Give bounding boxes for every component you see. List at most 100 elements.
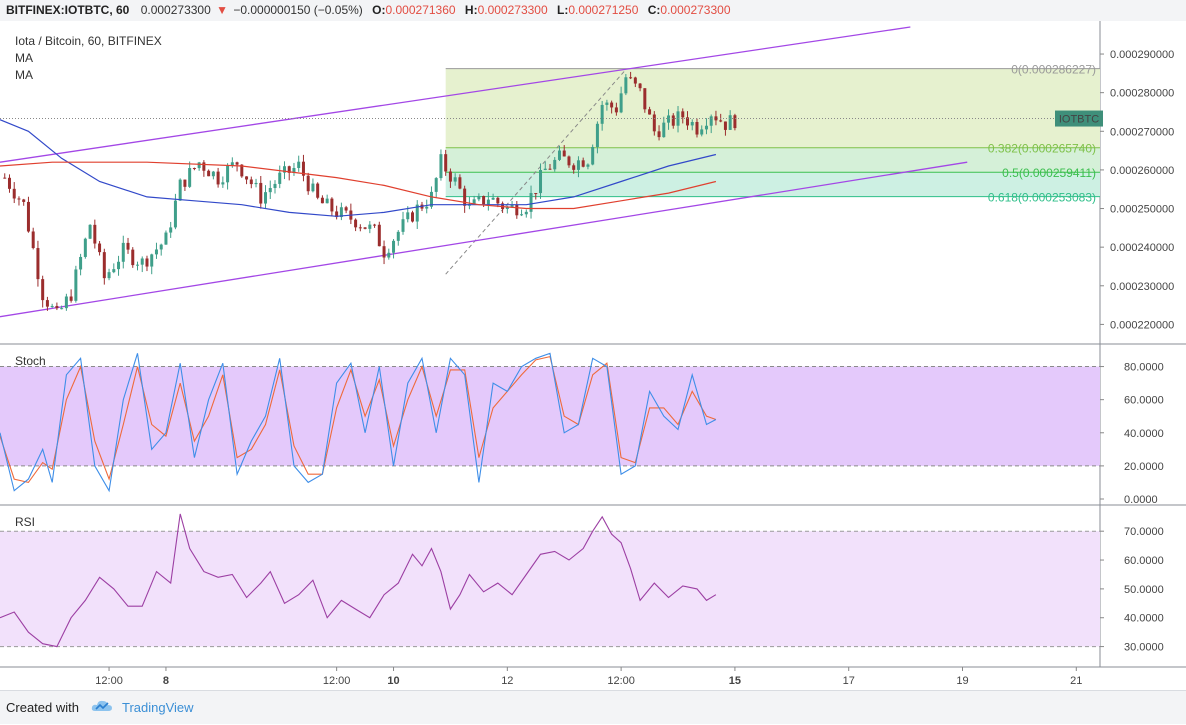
candle-body — [344, 207, 348, 211]
candle-body — [624, 77, 628, 94]
stoch-tick-label: 20.0000 — [1124, 461, 1164, 473]
high-label: H: — [464, 3, 478, 17]
candle-body — [88, 224, 92, 239]
candle-body — [586, 164, 590, 167]
candle-body — [629, 77, 633, 79]
candle-body — [278, 172, 282, 184]
candle-body — [448, 171, 452, 182]
low-label: L: — [557, 3, 569, 17]
candle-body — [425, 206, 429, 209]
candle-body — [183, 179, 187, 187]
rsi-tick-label: 50.0000 — [1124, 584, 1164, 596]
time-tick-label: 17 — [843, 675, 855, 687]
candle-body — [354, 219, 358, 228]
candle-body — [610, 102, 614, 108]
candle-body — [311, 183, 315, 192]
candle-body — [719, 120, 723, 122]
candle-body — [245, 176, 249, 180]
candle-body — [524, 211, 528, 215]
candle-body — [41, 279, 45, 301]
candle-body — [534, 193, 538, 195]
candle-body — [83, 238, 87, 257]
price-tick-label: 0.000250000 — [1110, 204, 1174, 216]
candle-body — [377, 224, 381, 247]
symbol-title[interactable]: BITFINEX:IOTBTC, 60 — [6, 3, 130, 17]
time-tick-label: 12:00 — [607, 675, 635, 687]
ma-slow-line[interactable] — [0, 161, 717, 210]
chart-canvas[interactable]: 0(0.000286227) 0.382(0.000265740) 0.5(0.00… — [0, 21, 1186, 690]
close-label: C: — [647, 3, 661, 17]
fib-level-label: 0.618(0.000253083) — [988, 191, 1096, 205]
rsi-tick-label: 60.0000 — [1124, 555, 1164, 567]
candle-body — [26, 201, 30, 232]
candle-body — [264, 192, 268, 204]
rsi-line[interactable] — [0, 513, 717, 648]
tradingview-cloud-icon[interactable] — [91, 692, 113, 725]
candle-body — [576, 160, 580, 170]
candle-body — [695, 121, 699, 135]
candle-body — [259, 182, 263, 204]
channel-upper-line[interactable] — [0, 26, 911, 163]
candle-body — [463, 188, 467, 206]
candle-body — [136, 264, 139, 266]
candle-body — [7, 177, 11, 189]
candle-body — [216, 171, 220, 185]
candle-body — [539, 170, 543, 194]
candle-body — [520, 214, 524, 216]
time-tick-label: 8 — [163, 675, 169, 687]
candle-body — [648, 109, 652, 115]
candle-body — [211, 171, 215, 177]
candle-body — [486, 199, 490, 205]
candle-body — [363, 227, 367, 229]
candle-body — [396, 231, 400, 241]
ma-legend-2: MA — [15, 68, 33, 82]
fib-level-label: 0.5(0.000259411) — [1002, 166, 1096, 180]
time-tick-label: 15 — [729, 675, 741, 687]
candle-body — [387, 252, 391, 258]
candle-body — [595, 123, 599, 148]
close-value: 0.000273300 — [660, 3, 731, 17]
candle-body — [117, 261, 121, 270]
candle-body — [297, 161, 301, 168]
candle-body — [102, 252, 106, 279]
candle-body — [268, 188, 272, 193]
time-axis[interactable]: 12:00 8 12:00 10 12 12:00 15 17 19 21 — [95, 667, 1082, 687]
current-price-tag[interactable] — [1055, 110, 1103, 127]
candle-body — [140, 258, 144, 265]
stoch-label: Stoch — [15, 354, 46, 368]
candle-body — [723, 121, 727, 130]
stoch-tick-label: 80.0000 — [1124, 362, 1164, 374]
candle-body — [591, 147, 595, 165]
stoch-d-line[interactable] — [0, 355, 717, 484]
candle-body — [55, 305, 59, 309]
time-tick-label: 12:00 — [95, 675, 123, 687]
stoch-k-line[interactable] — [0, 352, 717, 493]
candle-body — [671, 115, 675, 126]
tradingview-link[interactable]: TradingView — [122, 700, 194, 715]
rsi-pane[interactable]: 30.0000 40.0000 50.0000 60.0000 70.0000 — [0, 513, 1164, 654]
price-tick-label: 0.000290000 — [1110, 49, 1174, 61]
candle-body — [548, 168, 552, 170]
candle-body — [254, 182, 258, 185]
candle-body — [709, 116, 713, 126]
ma-legend-1: MA — [15, 51, 33, 65]
candle-body — [728, 115, 732, 130]
open-value: 0.000271360 — [385, 3, 456, 17]
time-tick-label: 12:00 — [323, 675, 351, 687]
candle-body — [173, 200, 177, 228]
high-value: 0.000273300 — [477, 3, 548, 17]
chart-title: Iota / Bitcoin, 60, BITFINEX — [15, 34, 162, 48]
candle-body — [22, 199, 26, 202]
time-tick-label: 12 — [501, 675, 513, 687]
ma-fast-line[interactable] — [0, 119, 717, 217]
candle-body — [472, 199, 476, 205]
stoch-tick-label: 40.0000 — [1124, 428, 1164, 440]
candle-body — [686, 117, 689, 126]
stoch-pane[interactable]: 0.0000 20.0000 40.0000 60.0000 80.0000 — [0, 352, 1164, 506]
candle-body — [491, 197, 495, 200]
candle-body — [320, 197, 324, 204]
candle-body — [93, 224, 97, 244]
fib-zone-500-618 — [445, 172, 1100, 197]
channel-lower-line[interactable] — [0, 161, 968, 318]
candle-body — [415, 204, 419, 222]
